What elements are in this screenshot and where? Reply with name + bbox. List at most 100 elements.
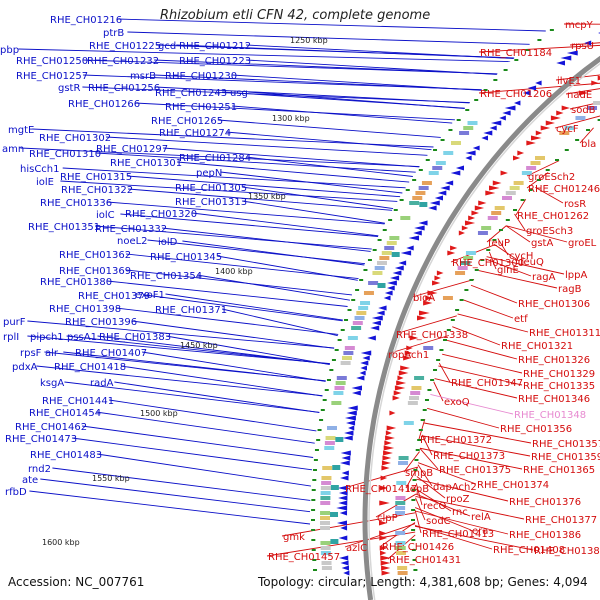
gene-label-right: RHE_CH01348 bbox=[514, 410, 586, 421]
reverse-strand-gene bbox=[352, 390, 361, 396]
cog-category-block bbox=[322, 466, 333, 470]
reverse-strand-gene bbox=[338, 495, 348, 501]
gene-label-left: RHE_CH01305 bbox=[175, 183, 247, 194]
connector-line bbox=[109, 399, 317, 432]
connector-line bbox=[197, 274, 350, 301]
gene-label-right: RHE_CH01387 bbox=[534, 546, 600, 557]
gene-label-left: rnd2 bbox=[28, 464, 51, 475]
gene-label-left: RHE_CH01315 bbox=[60, 172, 132, 183]
reverse-strand-gene bbox=[336, 520, 348, 526]
forward-strand-gene bbox=[535, 130, 543, 136]
forward-strand-gene bbox=[427, 290, 438, 296]
reverse-strand-gene bbox=[490, 120, 502, 126]
connector-line bbox=[419, 447, 523, 470]
connector-line bbox=[232, 74, 482, 91]
gene-label-left: amn bbox=[2, 144, 24, 155]
gene-label-left: RHE_CH01320 bbox=[125, 209, 197, 220]
forward-strand-gene bbox=[556, 110, 564, 116]
connector-line bbox=[127, 31, 530, 45]
cog-category-block bbox=[575, 116, 586, 120]
connector-line bbox=[411, 278, 475, 298]
connector-line bbox=[515, 198, 527, 216]
connector-line bbox=[221, 308, 338, 337]
connector-line bbox=[505, 225, 531, 243]
gene-label-right: RHE_CH01408 bbox=[493, 545, 565, 556]
gene-label-left: RHE_CH01230 bbox=[165, 71, 237, 82]
gene-label-right: RHE_CH01326 bbox=[518, 355, 590, 366]
reverse-strand-gene bbox=[359, 370, 366, 376]
forward-strand-gene bbox=[406, 345, 413, 351]
connector-line bbox=[116, 307, 339, 335]
forward-strand-gene bbox=[384, 440, 392, 446]
forward-strand-gene bbox=[492, 180, 502, 186]
feature-ring bbox=[320, 32, 600, 600]
gene-label-right: RHE_CH01338 bbox=[396, 330, 468, 341]
gene-label-right: RHE_CH01329 bbox=[523, 369, 595, 380]
gene-label-left: RHE_CH01483 bbox=[30, 450, 102, 461]
cog-category-block bbox=[360, 301, 371, 305]
connector-line bbox=[27, 320, 335, 349]
cog-category-block bbox=[397, 566, 408, 570]
forward-strand-gene bbox=[500, 170, 508, 176]
forward-strand-gene bbox=[418, 310, 430, 316]
connector-line bbox=[446, 339, 518, 360]
rna-feature bbox=[391, 252, 400, 257]
cog-category-block bbox=[395, 496, 406, 500]
connector-line bbox=[97, 453, 311, 487]
reverse-strand-gene bbox=[371, 315, 383, 321]
gene-label-right: RHE_CH01359 bbox=[531, 452, 600, 463]
connector-line bbox=[97, 335, 330, 365]
gene-label-right: azlC bbox=[346, 543, 367, 554]
cog-category-block bbox=[354, 316, 365, 320]
connector-line bbox=[40, 478, 311, 513]
reverse-strand-gene bbox=[371, 320, 381, 326]
connector-line bbox=[177, 161, 410, 183]
cog-category-block bbox=[435, 161, 446, 165]
gene-label-left: RHE_CH01336 bbox=[40, 198, 112, 209]
cog-category-block bbox=[457, 266, 468, 270]
forward-strand-gene bbox=[591, 80, 599, 86]
connector-line bbox=[246, 156, 413, 177]
connector-line bbox=[114, 381, 320, 414]
connector-line bbox=[126, 253, 359, 280]
cog-category-block bbox=[465, 251, 476, 255]
gene-label-left: RHE_CH01216 bbox=[50, 15, 122, 26]
gene-label-right: relA bbox=[471, 512, 491, 523]
gene-label-left: mgtE bbox=[8, 125, 34, 136]
connector-line bbox=[569, 101, 600, 110]
cog-category-block bbox=[463, 256, 474, 260]
connector-line bbox=[463, 299, 514, 319]
connector-line bbox=[415, 496, 525, 520]
reverse-strand-gene bbox=[465, 150, 476, 156]
cog-category-block bbox=[398, 461, 409, 465]
connector-line bbox=[106, 136, 428, 156]
forward-strand-gene bbox=[398, 370, 409, 376]
connector-line bbox=[220, 171, 403, 194]
reverse-strand-gene bbox=[340, 560, 349, 566]
connector-line bbox=[128, 188, 393, 211]
cog-category-block bbox=[491, 211, 502, 215]
gene-label-right: RHE_CH01347 bbox=[451, 378, 523, 389]
gene-label-left: gstR bbox=[58, 83, 80, 94]
connector-line bbox=[486, 256, 565, 275]
rna-feature bbox=[330, 539, 339, 544]
forward-strand-gene bbox=[531, 135, 542, 141]
cog-category-block bbox=[505, 191, 516, 195]
cog-category-block bbox=[324, 446, 335, 450]
gene-label-right: RHE_CH01356 bbox=[500, 424, 572, 435]
connector-line bbox=[107, 280, 348, 307]
gene-label-left: RHE_CH01354 bbox=[130, 271, 202, 282]
gene-label-left: RHE_CH01212 bbox=[179, 41, 251, 52]
forward-strand-gene bbox=[450, 245, 458, 251]
rna-feature bbox=[377, 283, 386, 288]
gene-label-left: rpsF bbox=[20, 348, 42, 359]
connector-line bbox=[424, 422, 532, 444]
gene-label-left: RHE_CH01380 bbox=[40, 277, 112, 288]
gene-label-right: RHE_CH01457 bbox=[268, 552, 340, 563]
connector-line bbox=[154, 59, 498, 75]
connector-line bbox=[485, 258, 532, 277]
cog-category-block bbox=[494, 206, 505, 210]
gene-label-right: nadE bbox=[567, 90, 592, 101]
connector-line bbox=[438, 362, 451, 383]
